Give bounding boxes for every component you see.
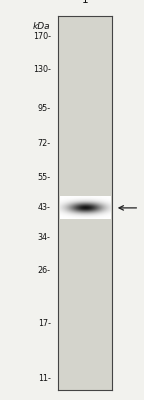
Text: 11-: 11- (38, 374, 51, 383)
Text: 170-: 170- (33, 32, 51, 41)
Text: 130-: 130- (33, 65, 51, 74)
Text: 43-: 43- (38, 204, 51, 212)
Text: 95-: 95- (38, 104, 51, 114)
Text: 34-: 34- (38, 233, 51, 242)
Text: 72-: 72- (38, 139, 51, 148)
Text: 55-: 55- (38, 173, 51, 182)
Text: 26-: 26- (38, 266, 51, 275)
Text: 1: 1 (82, 0, 88, 5)
Text: kDa: kDa (33, 22, 51, 32)
Text: 17-: 17- (38, 319, 51, 328)
